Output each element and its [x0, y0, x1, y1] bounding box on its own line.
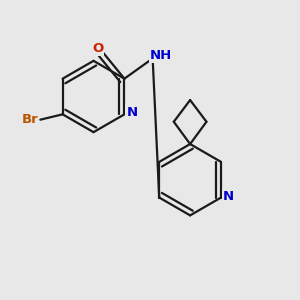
Text: Br: Br: [22, 113, 38, 126]
Text: N: N: [223, 190, 234, 202]
Text: NH: NH: [150, 49, 172, 62]
Text: N: N: [126, 106, 137, 119]
Text: O: O: [92, 42, 103, 55]
